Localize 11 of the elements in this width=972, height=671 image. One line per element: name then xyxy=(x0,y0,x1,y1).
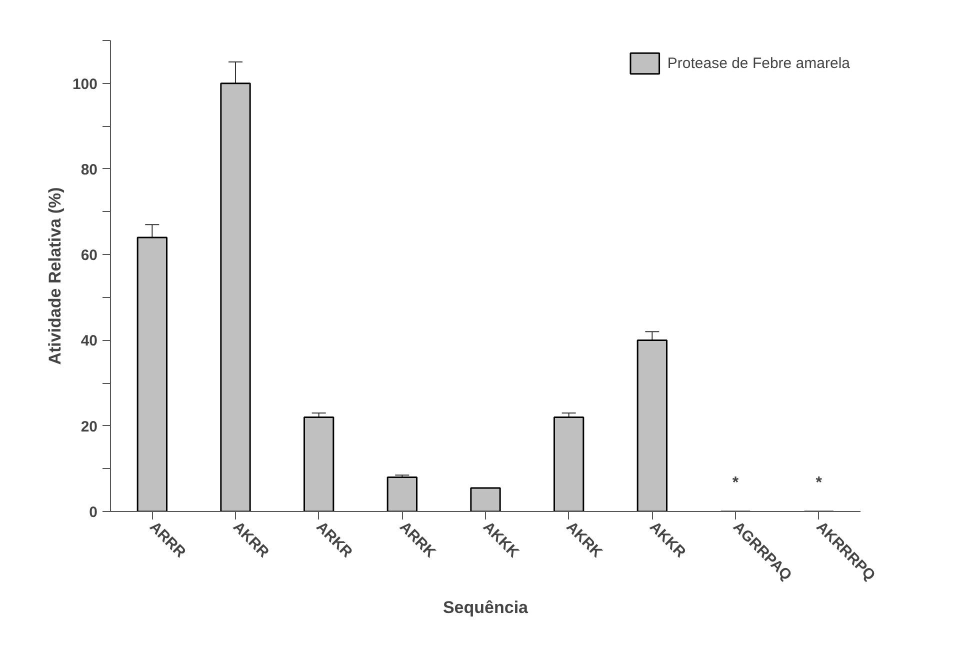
y-tick-label: 40 xyxy=(80,332,98,350)
y-axis-title: Atividade Relativa (%) xyxy=(45,187,64,365)
annotation: * xyxy=(732,474,740,492)
y-tick-label: 20 xyxy=(80,418,98,436)
x-axis-title: Sequência xyxy=(442,598,529,618)
y-tick-label: 100 xyxy=(72,76,98,93)
y-tick-label: 60 xyxy=(80,247,98,264)
legend-label: Protease de Febre amarela xyxy=(667,54,850,72)
annotation: * xyxy=(816,474,823,492)
y-tick-label: 80 xyxy=(80,161,98,178)
y-tick-label: 0 xyxy=(89,504,98,521)
